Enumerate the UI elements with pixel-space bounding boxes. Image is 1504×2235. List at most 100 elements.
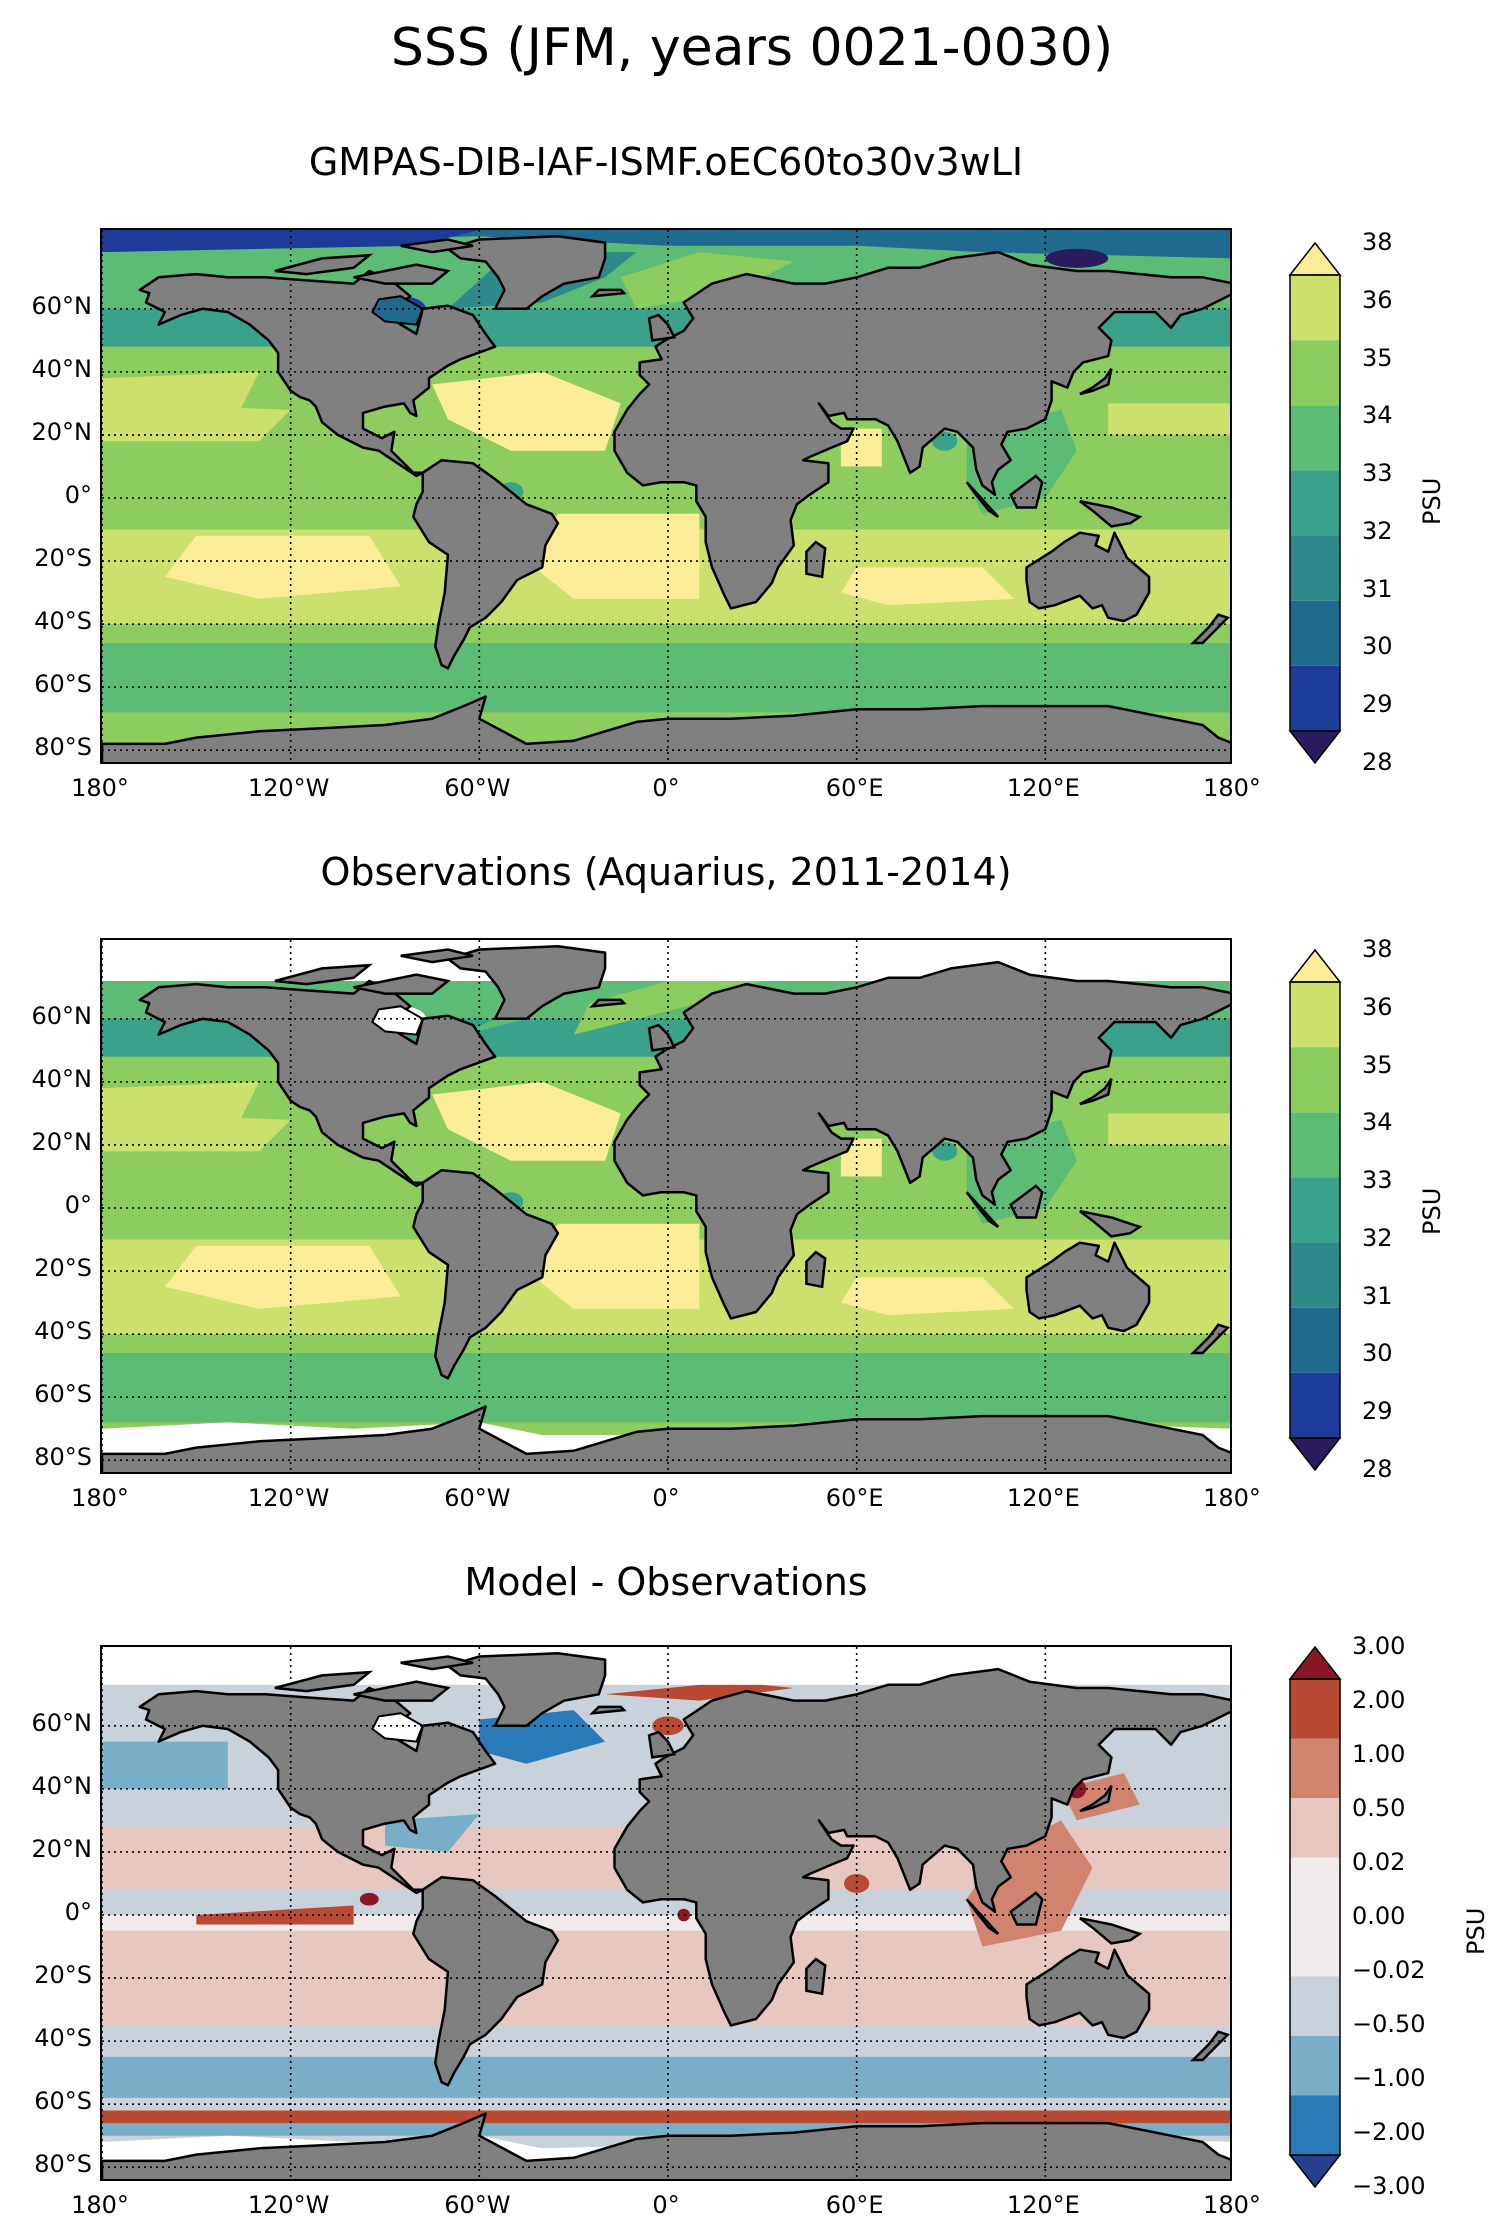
land-island: [400, 948, 474, 964]
land-island: [353, 973, 451, 995]
land-greenland: [446, 945, 607, 1021]
colorbar-tick-label: 0.00: [1352, 1902, 1406, 1930]
colorbar-tick-label: 35: [1362, 343, 1393, 372]
colorbar-tick-label: 29: [1362, 1397, 1393, 1426]
colorbar-tick-label: 3.00: [1352, 1632, 1406, 1660]
colorbar-extend-high: [1288, 948, 1342, 983]
lat-tick-label: 80°S: [34, 1443, 92, 1472]
lat-tick-label: 20°N: [31, 1834, 93, 1863]
lon-tick-label: 180°: [71, 774, 129, 802]
land-island: [805, 1250, 827, 1289]
colorbar-svg: [1288, 948, 1342, 1472]
panel-1-map: [100, 228, 1232, 764]
colorbar-swatch: [1290, 470, 1340, 536]
lat-tick-label: 20°S: [34, 544, 92, 573]
colorbar-tick-label: −3.00: [1352, 2172, 1426, 2200]
panel-3-colorbar: [1288, 1645, 1342, 2189]
colorbar-tick-label: −1.00: [1352, 2064, 1426, 2092]
land-island: [805, 540, 827, 579]
panel-2-colorbar: [1288, 948, 1342, 1472]
colorbar-swatch: [1290, 340, 1340, 406]
land-africa-eurasia: [613, 960, 1230, 1320]
lat-tick-label: 20°N: [31, 1127, 93, 1156]
lat-tick-label: 40°S: [34, 1317, 92, 1346]
land-africa-eurasia: [613, 1667, 1230, 2027]
colorbar-tick-label: −2.00: [1352, 2118, 1426, 2146]
land-south-america: [412, 1168, 560, 1380]
lon-tick-label: 180°: [71, 2191, 129, 2219]
map-svg: [102, 1647, 1230, 2179]
lat-tick-label: 60°N: [31, 291, 93, 320]
colorbar-tick-label: 28: [1362, 1455, 1393, 1483]
lon-tick-label: 60°W: [444, 1484, 511, 1512]
land-island: [1190, 1323, 1230, 1355]
panel-3-colorbar-label: PSU: [1462, 1907, 1490, 1955]
lat-tick-label: 20°S: [34, 1254, 92, 1283]
panel-3-title: Model - Observations: [464, 1560, 868, 1604]
land-island: [274, 253, 374, 276]
panel-1-title: GMPAS-DIB-IAF-ISMF.oEC60to30v3wLI: [308, 140, 1024, 184]
lat-tick-label: 80°S: [34, 2150, 92, 2179]
land-greenland: [446, 235, 607, 311]
land-africa-eurasia: [613, 250, 1230, 610]
colorbar-swatch: [1290, 1307, 1340, 1373]
lon-tick-label: 0°: [652, 774, 680, 802]
colorbar-swatch: [1290, 1798, 1340, 1858]
lat-tick-label: 40°N: [31, 1771, 93, 1800]
colorbar-extend-low: [1288, 730, 1342, 765]
lat-tick-label: 60°N: [31, 1001, 93, 1030]
lon-tick-label: 180°: [71, 1484, 129, 1512]
colorbar-tick-label: 38: [1362, 228, 1393, 256]
land-island: [274, 963, 374, 986]
panel-3-map: [100, 1645, 1232, 2181]
colorbar-swatch: [1290, 1976, 1340, 2036]
colorbar-swatch: [1290, 1242, 1340, 1308]
land-australia: [1025, 1241, 1151, 1333]
land-island: [589, 288, 627, 298]
colorbar-swatch: [1290, 1738, 1340, 1798]
colorbar-extend-low: [1288, 2154, 1342, 2189]
lat-tick-label: 40°N: [31, 354, 93, 383]
colorbar-extend-high: [1288, 241, 1342, 276]
colorbar-swatch: [1290, 535, 1340, 601]
colorbar-tick-label: 30: [1362, 1339, 1393, 1368]
land-australia: [1025, 1948, 1151, 2040]
lon-tick-label: 60°W: [444, 2191, 511, 2219]
map-svg: [102, 230, 1230, 762]
land-island: [353, 263, 451, 285]
map-svg: [102, 940, 1230, 1472]
colorbar-tick-label: 29: [1362, 690, 1393, 719]
colorbar-swatch: [1290, 1047, 1340, 1113]
lon-tick-label: 120°E: [1006, 774, 1080, 802]
lon-tick-label: 60°E: [825, 2191, 884, 2219]
colorbar-tick-label: −0.02: [1352, 1956, 1426, 1984]
figure-title: SSS (JFM, years 0021-0030): [390, 18, 1114, 78]
panel-1-colorbar-label: PSU: [1418, 477, 1446, 525]
land-south-america: [412, 1875, 560, 2087]
colorbar-extend-low: [1288, 1437, 1342, 1472]
colorbar-swatch: [1290, 1112, 1340, 1178]
colorbar-tick-label: 1.00: [1352, 1740, 1406, 1768]
colorbar-swatch: [1290, 1679, 1340, 1739]
land-south-america: [412, 458, 560, 670]
land-island: [1079, 1209, 1143, 1238]
land-island: [589, 1705, 627, 1715]
land-island: [353, 1680, 451, 1702]
lon-tick-label: 60°W: [444, 774, 511, 802]
lat-tick-label: 20°S: [34, 1961, 92, 1990]
colorbar-swatch: [1290, 1857, 1340, 1917]
land-island: [1009, 1891, 1044, 1926]
panel-2-colorbar-label: PSU: [1418, 1187, 1446, 1235]
lat-tick-label: 40°N: [31, 1064, 93, 1093]
land-island: [1079, 1785, 1113, 1813]
lon-tick-label: 180°: [1203, 774, 1261, 802]
colorbar-tick-label: 31: [1362, 574, 1393, 603]
lon-tick-label: 0°: [652, 1484, 680, 1512]
land-island: [805, 1957, 827, 1996]
panel-2-title: Observations (Aquarius, 2011-2014): [320, 850, 1012, 894]
hudson-bay: [371, 1005, 424, 1036]
panel-1-colorbar: [1288, 241, 1342, 765]
colorbar-tick-label: 34: [1362, 1108, 1393, 1137]
lon-tick-label: 180°: [1203, 2191, 1261, 2219]
land-island: [400, 238, 474, 254]
